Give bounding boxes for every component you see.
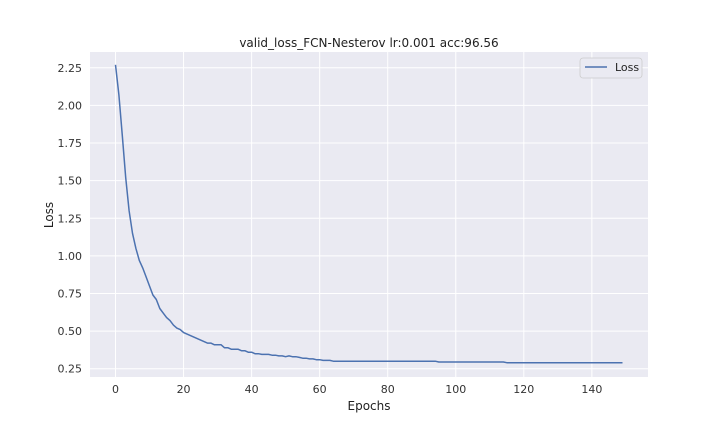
y-tick-label: 1.50 — [58, 175, 83, 188]
y-tick-label: 0.50 — [58, 325, 83, 338]
x-axis-label: Epochs — [348, 399, 391, 413]
x-tick-label: 100 — [445, 383, 466, 396]
plot-background — [90, 52, 648, 377]
y-axis-label: Loss — [42, 202, 56, 228]
y-tick-label: 1.25 — [58, 212, 83, 225]
grid — [90, 52, 648, 377]
y-tick-label: 2.00 — [58, 99, 83, 112]
x-tick-label: 120 — [513, 383, 534, 396]
tick-labels: 0 20 40 60 80 100 120 140 0.25 0.50 0.75 1.00 1.25 1.… — [58, 62, 603, 396]
series-line-loss — [114, 64, 623, 364]
x-tick-label: 140 — [581, 383, 602, 396]
x-tick-label: 60 — [313, 383, 327, 396]
x-tick-label: 20 — [177, 383, 191, 396]
chart-title: valid_loss_FCN-Nesterov lr:0.001 acc:96.… — [239, 36, 498, 50]
legend-label-loss: Loss — [615, 61, 639, 74]
y-tick-label: 0.25 — [58, 363, 83, 376]
x-tick-label: 0 — [112, 383, 119, 396]
x-tick-label: 80 — [381, 383, 395, 396]
legend-box — [579, 57, 643, 79]
y-tick-label: 1.75 — [58, 137, 83, 150]
y-tick-label: 2.25 — [58, 62, 83, 75]
y-tick-label: 0.75 — [58, 287, 83, 300]
legend: Loss — [579, 57, 643, 79]
y-tick-label: 1.00 — [58, 250, 83, 263]
x-tick-label: 40 — [245, 383, 259, 396]
